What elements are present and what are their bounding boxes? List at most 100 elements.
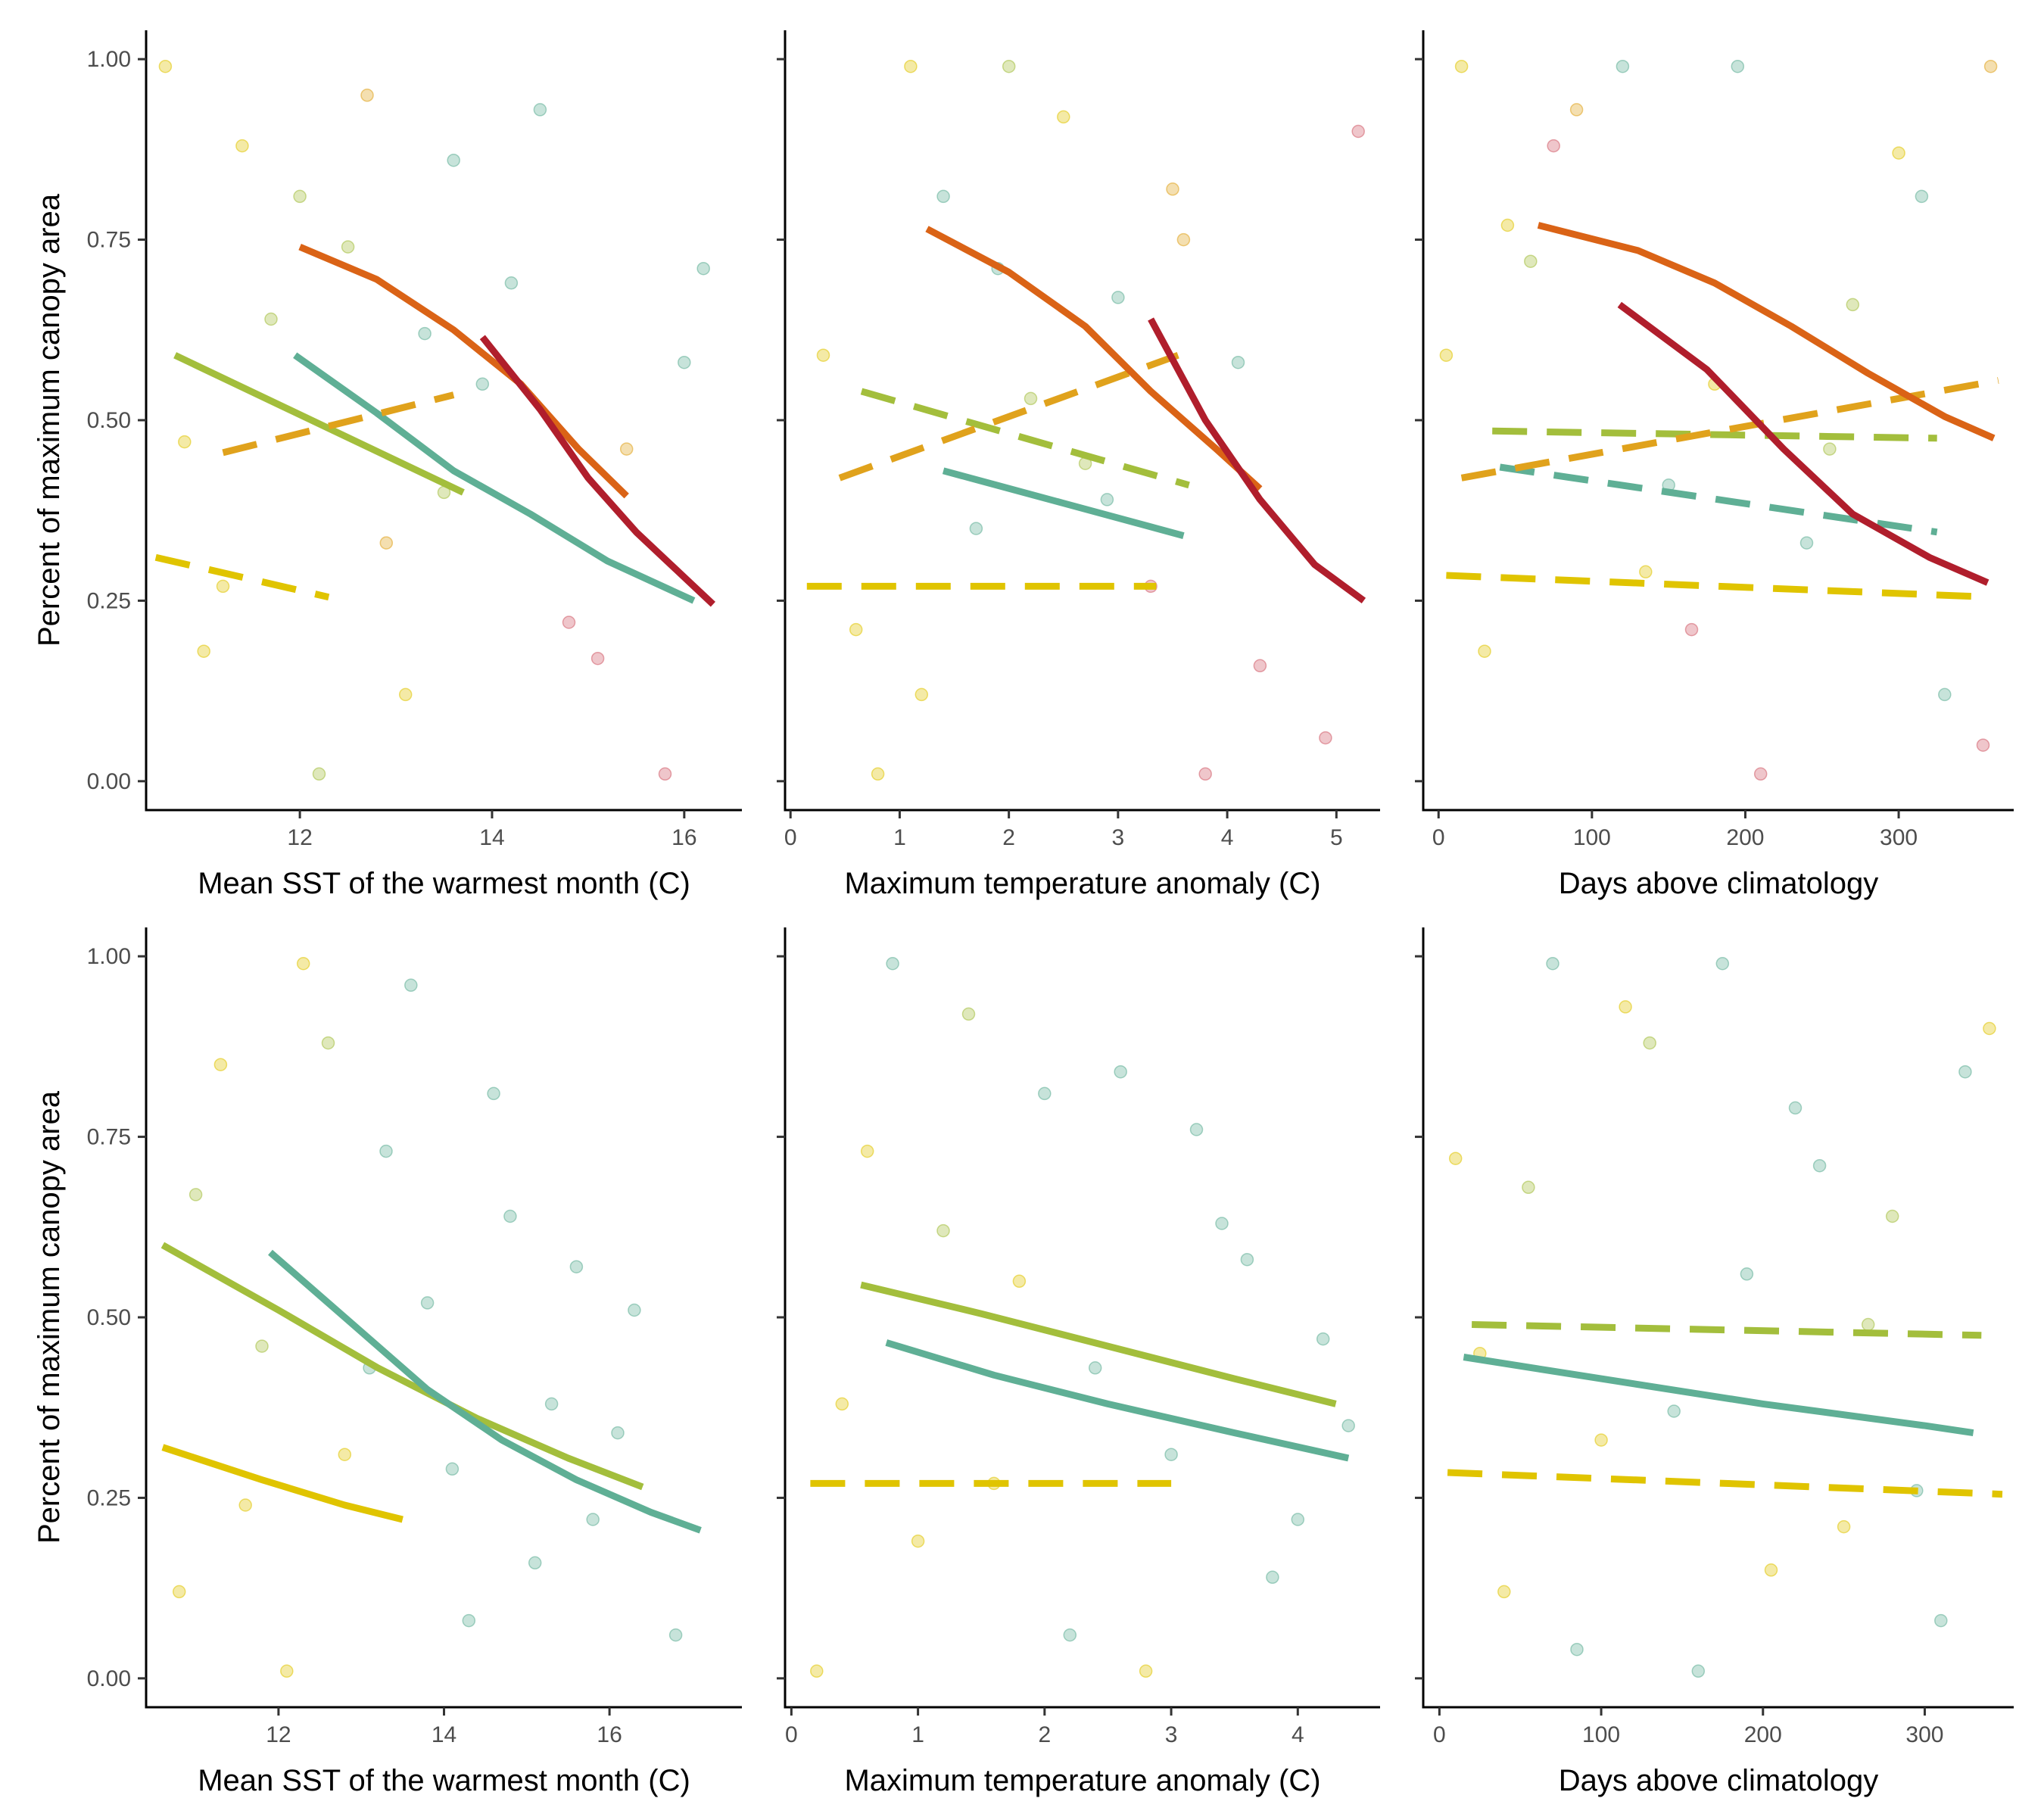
scatter-point bbox=[1667, 1404, 1681, 1418]
x-tick-label: 12 bbox=[266, 1722, 291, 1747]
y-axis-title: Percent of maximum canopy area bbox=[33, 193, 66, 647]
scatter-point bbox=[420, 1296, 435, 1310]
scatter-point bbox=[1240, 1252, 1254, 1267]
scatter-point bbox=[504, 276, 519, 290]
scatter-point bbox=[1753, 767, 1768, 781]
scatter-point bbox=[418, 326, 432, 341]
x-axis-title: Days above climatology bbox=[1559, 867, 1878, 900]
scatter-point bbox=[197, 644, 210, 658]
x-tick-label: 1 bbox=[893, 825, 906, 850]
scatter-point bbox=[189, 1188, 203, 1201]
x-tick-label: 2 bbox=[1038, 1722, 1051, 1747]
x-tick-label: 5 bbox=[1330, 825, 1343, 850]
scatter-point bbox=[961, 1007, 976, 1021]
series-line-lime-solid bbox=[173, 352, 465, 496]
scatter-point bbox=[1934, 1613, 1948, 1628]
scatter-point bbox=[533, 103, 547, 117]
series-line-lime-solid bbox=[860, 1281, 1337, 1407]
x-tick-label: 14 bbox=[432, 1722, 456, 1747]
scatter-point bbox=[849, 622, 863, 637]
y-tick-label: 0.25 bbox=[87, 588, 131, 613]
scatter-point bbox=[1691, 1664, 1706, 1678]
scatter-point bbox=[1497, 1585, 1511, 1599]
scatter-point bbox=[1788, 1101, 1803, 1115]
series-line-darkorange-solid bbox=[925, 226, 1263, 491]
scatter-point bbox=[1478, 644, 1491, 658]
scatter-point bbox=[1885, 1209, 1899, 1223]
series-line-yellow-dashed bbox=[154, 553, 330, 601]
series-line-yellow-dashed bbox=[1447, 1469, 2003, 1498]
scatter-point bbox=[1643, 1036, 1656, 1050]
x-tick-label: 200 bbox=[1726, 825, 1764, 850]
scatter-point bbox=[1983, 59, 1998, 73]
scatter-point bbox=[1164, 1448, 1178, 1461]
x-tick-label: 12 bbox=[287, 825, 312, 850]
scatter-point bbox=[216, 579, 230, 594]
scatter-point bbox=[1111, 291, 1125, 304]
scatter-point bbox=[810, 1664, 824, 1678]
scatter-point bbox=[936, 189, 950, 204]
scatter-point bbox=[462, 1613, 476, 1628]
x-tick-label: 200 bbox=[1744, 1722, 1782, 1747]
scatter-point bbox=[1938, 687, 1952, 702]
series-line-crimson-solid bbox=[1148, 317, 1366, 604]
series-line-yellow-solid bbox=[161, 1444, 404, 1523]
scatter-point bbox=[619, 442, 634, 456]
series-line-orange-dashed bbox=[222, 391, 455, 457]
y-tick-label: 0.50 bbox=[87, 408, 131, 433]
x-tick-label: 0 bbox=[784, 825, 797, 850]
scatter-point bbox=[1341, 1419, 1355, 1432]
scatter-point bbox=[1231, 355, 1245, 369]
y-tick-label: 0.25 bbox=[87, 1485, 131, 1510]
series-line-crimson-solid bbox=[1617, 301, 1989, 586]
scatter-point bbox=[911, 1534, 925, 1548]
x-tick-label: 300 bbox=[1905, 1722, 1943, 1747]
scatter-point bbox=[1500, 218, 1515, 232]
scatter-point bbox=[379, 536, 394, 550]
scatter-point bbox=[611, 1426, 625, 1440]
scatter-point bbox=[562, 616, 576, 629]
chart-panel-top-left: 12 14 16 0.00 0.25 0.50 0.75 1.00 Mean SST of th… bbox=[33, 30, 742, 900]
scatter-point bbox=[1215, 1217, 1229, 1230]
scatter-point bbox=[668, 1628, 683, 1642]
scatter-point bbox=[1547, 139, 1560, 153]
series-line-orange-dashed bbox=[838, 351, 1179, 482]
scatter-point bbox=[341, 240, 355, 254]
scatter-point bbox=[280, 1664, 294, 1678]
scatter-point bbox=[1024, 391, 1038, 406]
scatter-point bbox=[1012, 1274, 1027, 1289]
scatter-point bbox=[1569, 103, 1584, 117]
scatter-point bbox=[1253, 659, 1267, 673]
scatter-point bbox=[447, 153, 460, 167]
scatter-point bbox=[360, 89, 374, 102]
scatter-point bbox=[404, 978, 418, 993]
scatter-point bbox=[528, 1556, 542, 1570]
x-tick-label: 100 bbox=[1573, 825, 1611, 850]
scatter-point bbox=[1616, 59, 1630, 73]
y-tick-label: 0.00 bbox=[87, 769, 131, 794]
series-line-teal-solid bbox=[1463, 1354, 1974, 1437]
x-axis-title: Days above climatology bbox=[1559, 1764, 1878, 1797]
scatter-point bbox=[1057, 110, 1070, 124]
x-tick-label: 300 bbox=[1880, 825, 1918, 850]
x-axis-title: Maximum temperature anomaly (C) bbox=[844, 867, 1320, 900]
scatter-point bbox=[1189, 1123, 1204, 1136]
scatter-point bbox=[445, 1462, 460, 1476]
scatter-point bbox=[860, 1144, 874, 1158]
x-tick-label: 4 bbox=[1221, 825, 1234, 850]
scatter-point bbox=[544, 1397, 559, 1411]
scatter-point bbox=[915, 687, 929, 702]
x-tick-label: 3 bbox=[1112, 825, 1125, 850]
x-axis-title: Mean SST of the warmest month (C) bbox=[198, 867, 690, 900]
y-tick-label: 0.75 bbox=[87, 228, 131, 253]
scatter-point bbox=[379, 1144, 393, 1158]
scatter-point bbox=[238, 1498, 252, 1512]
scatter-point bbox=[569, 1260, 584, 1273]
scatter-point bbox=[1570, 1642, 1584, 1656]
scatter-point bbox=[1448, 1152, 1463, 1165]
scatter-point bbox=[1764, 1563, 1778, 1577]
series-line-darkorange-solid bbox=[1537, 222, 1996, 441]
y-tick-label: 0.50 bbox=[87, 1305, 131, 1330]
